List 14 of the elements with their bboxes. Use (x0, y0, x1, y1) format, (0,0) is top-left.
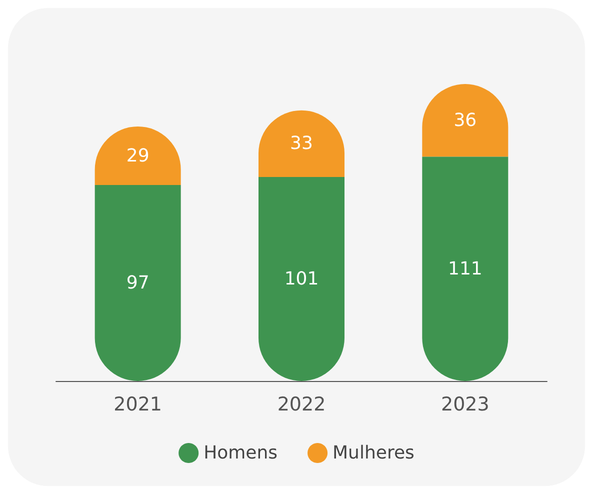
bar (258, 176, 344, 381)
data-label: 36 (454, 110, 477, 131)
data-label: 29 (126, 145, 150, 166)
data-label: 111 (448, 258, 482, 280)
x-tick-label: 2021 (114, 394, 162, 416)
legend-label: Homens (204, 442, 278, 464)
x-tick-label: 2022 (277, 394, 326, 416)
bar (422, 156, 508, 381)
bar (94, 185, 181, 381)
legend-label: Mulheres (332, 442, 414, 464)
x-tick-label: 2023 (440, 394, 490, 416)
data-label: 101 (284, 268, 319, 290)
data-label: 97 (126, 272, 150, 294)
data-label: 33 (290, 133, 313, 154)
